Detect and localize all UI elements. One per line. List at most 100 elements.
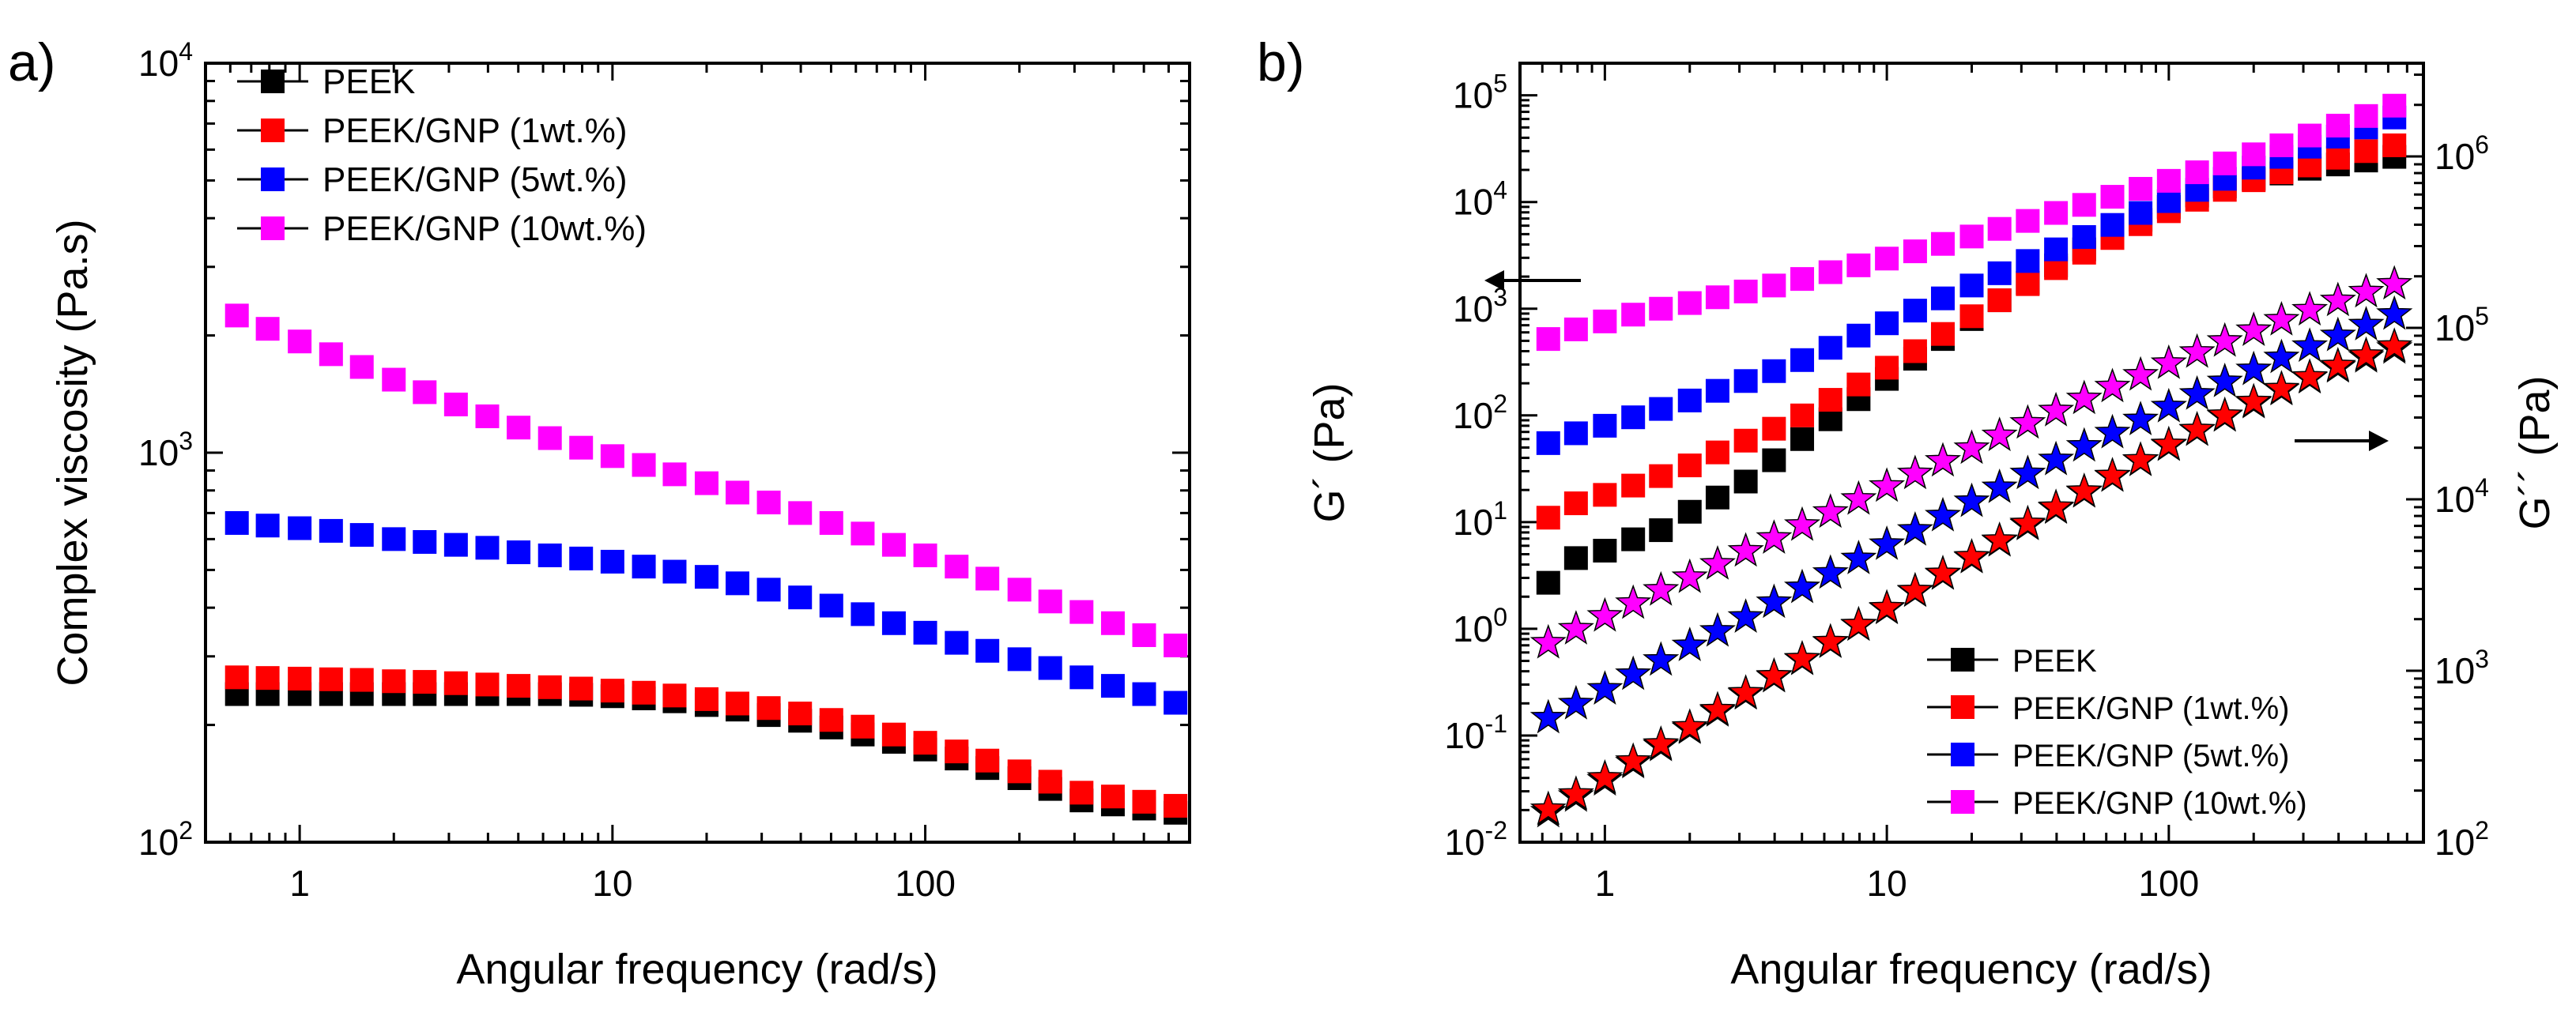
- data-point-star: [1586, 596, 1624, 632]
- data-point-square: [975, 748, 1000, 773]
- data-point-square: [1733, 428, 1758, 453]
- data-point-square: [569, 546, 594, 570]
- data-point-square: [975, 638, 1000, 663]
- data-point-star: [1699, 611, 1737, 647]
- data-point-star: [2263, 338, 2300, 374]
- data-point-square: [569, 435, 594, 460]
- data-point-square: [632, 555, 656, 579]
- data-point-star: [2291, 327, 2329, 363]
- data-point-star: [1671, 708, 1708, 743]
- data-point-star: [1615, 742, 1652, 777]
- data-point-star: [2009, 504, 2046, 540]
- data-point-square: [1790, 427, 1815, 451]
- data-point-square: [819, 708, 843, 732]
- data-point-square: [788, 702, 813, 726]
- x-tick-label: 100: [895, 863, 956, 904]
- data-point-square: [2156, 168, 2181, 193]
- data-point-square: [1536, 506, 1560, 530]
- data-point-square: [569, 676, 594, 701]
- data-point-square: [1959, 304, 1984, 329]
- data-point-square: [1038, 589, 1062, 614]
- left-axis-arrow: [1484, 270, 1581, 291]
- data-point-star: [1529, 698, 1567, 734]
- data-point-square: [475, 536, 500, 560]
- data-point-star: [1925, 442, 1962, 477]
- data-point-square: [850, 714, 875, 739]
- panel-a-y-axis-label: Complex viscosity (Pa.s): [49, 219, 96, 686]
- data-point-square: [1164, 691, 1188, 715]
- data-point-star: [1869, 467, 1906, 502]
- data-point-square: [945, 555, 969, 579]
- data-point-square: [2072, 193, 2096, 217]
- legend-label: PEEK/GNP (1wt.%): [2012, 691, 2289, 726]
- data-point-square: [1649, 518, 1673, 543]
- data-point-square: [1100, 611, 1125, 635]
- data-point-star: [1699, 544, 1737, 580]
- data-point-square: [1007, 647, 1032, 672]
- data-point-star: [1615, 584, 1652, 619]
- legend-marker: [261, 167, 285, 191]
- data-point-square: [945, 630, 969, 655]
- y-right-tick-label: 105: [2435, 302, 2489, 348]
- data-point-square: [975, 566, 1000, 591]
- data-point-square: [1846, 372, 1871, 397]
- data-point-square: [788, 501, 813, 525]
- data-point-square: [1563, 491, 1588, 516]
- data-point-star: [2122, 356, 2159, 391]
- data-point-square: [1987, 216, 2012, 241]
- data-point-star: [1756, 583, 1793, 619]
- data-point-square: [850, 521, 875, 546]
- data-point-star: [2150, 425, 2187, 461]
- data-point-star: [1981, 468, 2018, 503]
- y-tick-label: 10-2: [1444, 816, 1507, 863]
- data-point-star: [1671, 558, 1708, 593]
- data-point-square: [507, 674, 531, 698]
- data-point-square: [1733, 369, 1758, 393]
- data-point-square: [288, 516, 312, 540]
- data-point-square: [507, 416, 531, 440]
- data-point-star: [2263, 300, 2300, 336]
- data-point-star: [1812, 554, 1849, 589]
- data-point-square: [1705, 485, 1729, 510]
- data-point-square: [2044, 237, 2069, 262]
- data-point-square: [1705, 378, 1729, 403]
- data-point-square: [1818, 388, 1842, 412]
- data-point-square: [850, 602, 875, 627]
- data-point-square: [2242, 142, 2266, 167]
- data-point-square: [1563, 421, 1588, 446]
- data-point-star: [1586, 670, 1624, 706]
- legend-label: PEEK/GNP (1wt.%): [322, 111, 628, 150]
- data-point-star: [1981, 521, 2018, 556]
- legend-label: PEEK/GNP (10wt.%): [2012, 786, 2307, 821]
- data-point-square: [1677, 388, 1702, 412]
- data-point-square: [1875, 311, 1899, 336]
- data-point-square: [1164, 793, 1188, 818]
- data-point-square: [1762, 416, 1786, 441]
- data-point-square: [2325, 145, 2350, 170]
- data-point-star: [1953, 482, 1990, 517]
- data-point-square: [1677, 453, 1702, 478]
- data-point-square: [662, 559, 687, 584]
- data-point-square: [319, 667, 343, 691]
- data-point-square: [319, 342, 343, 367]
- data-point-star: [1615, 655, 1652, 691]
- data-point-square: [1733, 279, 1758, 303]
- data-point-square: [1593, 538, 1617, 563]
- y-tick-label: 102: [1453, 389, 1507, 436]
- legend-marker: [1951, 790, 1974, 814]
- panel-a-label: a): [8, 32, 55, 92]
- data-point-star: [2376, 295, 2413, 330]
- data-point-square: [224, 665, 249, 690]
- data-point-square: [1790, 403, 1815, 427]
- data-point-star: [1643, 570, 1680, 606]
- y-right-tick-label: 102: [2435, 816, 2489, 863]
- data-point-star: [2038, 488, 2075, 524]
- data-point-star: [2094, 367, 2131, 403]
- data-point-square: [1621, 473, 1646, 498]
- data-point-star: [2150, 387, 2187, 423]
- data-point-square: [413, 529, 437, 554]
- data-point-star: [1557, 610, 1594, 645]
- data-point-star: [1869, 589, 1906, 624]
- data-point-square: [1677, 291, 1702, 315]
- data-point-star: [1896, 454, 1933, 490]
